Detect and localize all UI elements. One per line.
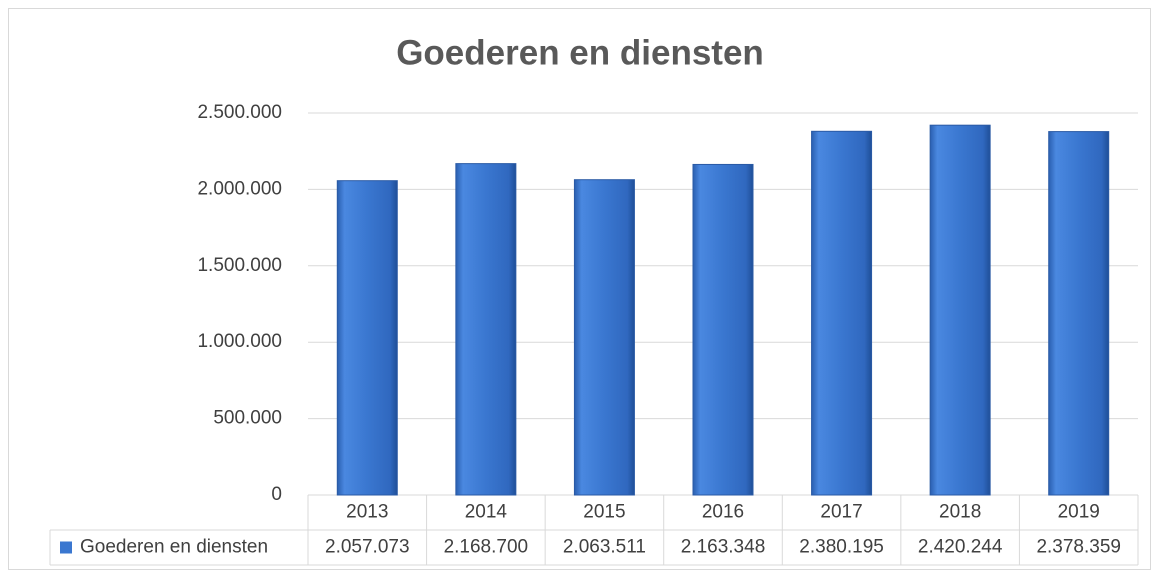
x-tick-label: 2017: [820, 502, 862, 523]
x-tick-label: 2019: [1058, 502, 1100, 523]
y-tick-label: 2.500.000: [197, 102, 282, 123]
chart-title: Goederen en diensten: [396, 33, 764, 72]
y-tick-label: 1.500.000: [197, 255, 282, 276]
y-tick-label: 500.000: [213, 408, 282, 429]
data-table-value: 2.420.244: [918, 537, 1003, 558]
y-tick-label: 2.000.000: [197, 178, 282, 199]
data-table-value: 2.380.195: [799, 537, 884, 558]
legend-swatch: [60, 541, 72, 554]
data-table-value: 2.163.348: [681, 537, 766, 558]
x-tick-label: 2016: [702, 502, 744, 523]
data-table-value: 2.378.359: [1036, 537, 1121, 558]
bar: [455, 163, 517, 496]
y-tick-label: 0: [271, 484, 282, 505]
chart-border: [8, 8, 1151, 570]
x-tick-label: 2015: [583, 502, 625, 523]
y-tick-label: 1.000.000: [197, 331, 282, 352]
bar: [692, 163, 754, 496]
bar: [573, 179, 635, 496]
data-table-value: 2.168.700: [444, 537, 529, 558]
bar: [1048, 131, 1110, 496]
bar: [929, 124, 991, 496]
x-tick-label: 2014: [465, 502, 508, 523]
x-tick-label: 2013: [346, 502, 388, 523]
bar: [811, 130, 873, 496]
legend-label: Goederen en diensten: [80, 537, 268, 558]
data-table-value: 2.063.511: [563, 537, 646, 558]
data-table-value: 2.057.073: [325, 537, 410, 558]
bar: [336, 180, 398, 496]
x-tick-label: 2018: [939, 502, 981, 523]
